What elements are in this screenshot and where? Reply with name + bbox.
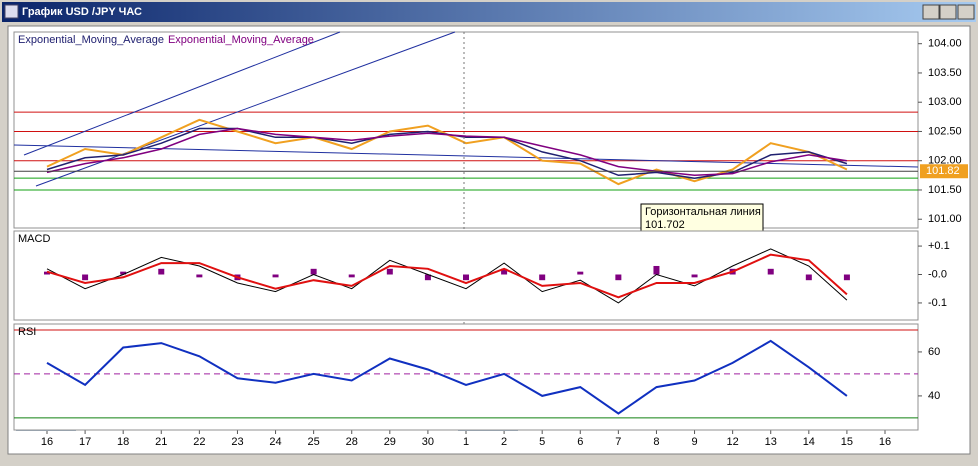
y-tick-label: 103.00 bbox=[928, 96, 962, 108]
legend-entry: Exponential_Moving_Average bbox=[18, 34, 164, 46]
y-tick-label: -0.0 bbox=[928, 268, 947, 280]
y-tick-label: 101.50 bbox=[928, 184, 962, 196]
x-tick-label: 23 bbox=[231, 436, 243, 448]
histogram-bar bbox=[805, 274, 812, 281]
x-tick-label: 13 bbox=[765, 436, 777, 448]
y-tick-label: 60 bbox=[928, 346, 940, 358]
maximize-button[interactable] bbox=[939, 4, 957, 20]
y-tick-label: 101.00 bbox=[928, 213, 962, 225]
x-tick-label: 6 bbox=[577, 436, 583, 448]
tooltip-title: Горизонтальная линия bbox=[645, 206, 761, 218]
x-tick-label: 7 bbox=[615, 436, 621, 448]
y-tick-label: 104.00 bbox=[928, 38, 962, 50]
series-line bbox=[46, 127, 848, 177]
histogram-bar bbox=[501, 268, 508, 275]
x-tick-label: 17 bbox=[79, 436, 91, 448]
histogram-bar bbox=[272, 274, 279, 278]
histogram-bar bbox=[539, 274, 546, 281]
series-line bbox=[46, 339, 848, 415]
trend-line bbox=[23, 31, 341, 156]
histogram-bar bbox=[463, 274, 469, 281]
histogram-bar bbox=[653, 265, 660, 275]
pane-title: MACD bbox=[18, 233, 50, 245]
x-tick-label: 30 bbox=[422, 436, 434, 448]
pane bbox=[13, 31, 919, 229]
histogram-bar bbox=[767, 268, 774, 275]
x-tick-label: 16 bbox=[879, 436, 891, 448]
histogram-bar bbox=[120, 271, 127, 275]
histogram-bar bbox=[310, 268, 317, 275]
pane-title: RSI bbox=[18, 326, 36, 338]
histogram-bar bbox=[158, 268, 165, 275]
histogram-bar bbox=[843, 274, 850, 281]
histogram-bar bbox=[386, 268, 393, 275]
x-tick-label: 18 bbox=[117, 436, 129, 448]
series-line bbox=[46, 253, 848, 299]
minimize-button[interactable] bbox=[922, 4, 940, 20]
histogram-bar bbox=[44, 271, 50, 275]
y-tick-label: 103.50 bbox=[928, 67, 962, 79]
x-tick-label: 8 bbox=[653, 436, 659, 448]
x-tick-label: 9 bbox=[691, 436, 697, 448]
x-tick-label: 2 bbox=[501, 436, 507, 448]
x-tick-label: 5 bbox=[539, 436, 545, 448]
x-tick-label: 12 bbox=[727, 436, 739, 448]
histogram-bar bbox=[82, 274, 89, 281]
window-icon bbox=[4, 4, 19, 19]
title-bar bbox=[2, 2, 976, 22]
y-tick-label: 40 bbox=[928, 390, 940, 402]
x-tick-label: 25 bbox=[308, 436, 320, 448]
histogram-bar bbox=[691, 274, 698, 278]
x-tick-label: 28 bbox=[346, 436, 358, 448]
y-tick-label: -0.1 bbox=[928, 297, 947, 309]
x-tick-label: 22 bbox=[193, 436, 205, 448]
x-tick-label: 1 bbox=[463, 436, 469, 448]
tooltip bbox=[640, 203, 764, 233]
histogram-bar bbox=[577, 271, 584, 275]
last-price-box bbox=[920, 164, 968, 179]
x-tick-label: 16 bbox=[41, 436, 53, 448]
last-price-label: 101.82 bbox=[926, 165, 960, 177]
x-tick-label: 14 bbox=[803, 436, 815, 448]
y-tick-label: 102.50 bbox=[928, 125, 962, 137]
close-button[interactable] bbox=[957, 4, 975, 20]
x-tick-label: 15 bbox=[841, 436, 853, 448]
histogram-bar bbox=[424, 274, 431, 281]
histogram-bar bbox=[196, 274, 203, 278]
x-tick-label: 24 bbox=[269, 436, 281, 448]
histogram-bar bbox=[348, 274, 355, 278]
y-tick-label: 102.00 bbox=[928, 155, 962, 167]
window-title: График USD /JPY ЧАС bbox=[22, 6, 142, 18]
pane bbox=[13, 323, 919, 431]
legend-entry: Exponential_Moving_Average bbox=[168, 34, 314, 46]
x-tick-label: 29 bbox=[384, 436, 396, 448]
series-line bbox=[46, 248, 848, 304]
histogram-bar bbox=[615, 274, 622, 281]
tooltip-value: 101.702 bbox=[645, 219, 685, 231]
y-tick-label: +0.1 bbox=[928, 240, 950, 252]
x-tick-label: 21 bbox=[155, 436, 167, 448]
